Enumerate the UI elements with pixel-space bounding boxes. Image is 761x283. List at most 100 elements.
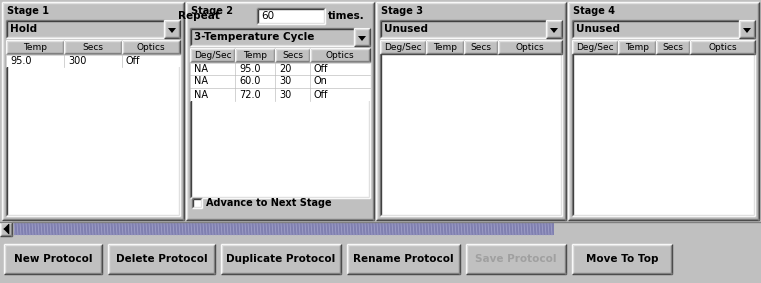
Bar <box>12 222 761 236</box>
Text: Unused: Unused <box>384 24 428 34</box>
Bar <box>6 40 180 216</box>
Bar <box>426 40 464 54</box>
Bar <box>190 88 370 101</box>
Bar <box>14 223 554 235</box>
Text: 95.0: 95.0 <box>10 55 31 65</box>
Text: times.: times. <box>328 11 365 21</box>
Bar <box>568 2 759 220</box>
Text: Unused: Unused <box>576 24 620 34</box>
Bar <box>380 20 562 38</box>
Text: Repeat: Repeat <box>178 11 220 21</box>
Bar <box>690 40 755 54</box>
Bar <box>498 40 562 54</box>
Text: Temp: Temp <box>625 42 649 52</box>
Text: Move To Top: Move To Top <box>586 254 658 264</box>
Text: Optics: Optics <box>326 50 355 59</box>
Polygon shape <box>743 28 751 33</box>
Text: Optics: Optics <box>516 42 544 52</box>
Bar <box>6 20 180 38</box>
Text: Temp: Temp <box>23 42 47 52</box>
Text: Advance to Next Stage: Advance to Next Stage <box>206 198 332 208</box>
Text: 30: 30 <box>279 89 291 100</box>
Bar <box>6 54 180 67</box>
Text: Save Protocol: Save Protocol <box>476 254 557 264</box>
Text: Off: Off <box>126 55 140 65</box>
Text: 30: 30 <box>279 76 291 87</box>
Bar <box>572 20 755 38</box>
Bar <box>656 40 690 54</box>
Bar <box>186 2 374 220</box>
Bar <box>164 20 180 38</box>
Text: On: On <box>314 76 328 87</box>
Bar <box>739 20 755 38</box>
Text: Delete Protocol: Delete Protocol <box>116 254 207 264</box>
Text: Secs: Secs <box>282 50 303 59</box>
Text: Duplicate Protocol: Duplicate Protocol <box>226 254 336 264</box>
Bar <box>380 40 426 54</box>
Bar <box>572 40 755 216</box>
Bar <box>190 62 370 75</box>
Text: Stage 4: Stage 4 <box>573 6 615 16</box>
Bar <box>221 244 341 274</box>
Polygon shape <box>550 28 558 33</box>
Text: 95.0: 95.0 <box>239 63 260 74</box>
Text: 72.0: 72.0 <box>239 89 260 100</box>
Text: New Protocol: New Protocol <box>14 254 92 264</box>
Text: 60.0: 60.0 <box>239 76 260 87</box>
Bar <box>310 48 370 62</box>
Text: Stage 3: Stage 3 <box>381 6 423 16</box>
Bar <box>6 40 64 54</box>
Text: Optics: Optics <box>708 42 737 52</box>
Text: 20: 20 <box>279 63 291 74</box>
Text: Rename Protocol: Rename Protocol <box>353 254 454 264</box>
Polygon shape <box>168 28 176 33</box>
Text: Secs: Secs <box>470 42 492 52</box>
Bar <box>108 244 215 274</box>
Bar <box>4 244 102 274</box>
Bar <box>354 28 370 46</box>
Bar <box>235 48 275 62</box>
Bar <box>347 244 460 274</box>
Text: NA: NA <box>194 63 208 74</box>
Text: Stage 1: Stage 1 <box>7 6 49 16</box>
Bar <box>190 28 370 46</box>
Text: Optics: Optics <box>137 42 165 52</box>
Bar <box>376 2 566 220</box>
Bar <box>546 20 562 38</box>
Bar <box>190 48 235 62</box>
Bar <box>0 222 761 236</box>
Text: Stage 2: Stage 2 <box>191 6 233 16</box>
Bar <box>257 8 325 24</box>
Text: 60: 60 <box>261 11 274 21</box>
Text: Temp: Temp <box>243 50 267 59</box>
Text: NA: NA <box>194 76 208 87</box>
Bar <box>190 48 370 198</box>
Bar <box>275 48 310 62</box>
Text: Secs: Secs <box>663 42 683 52</box>
Text: 3-Temperature Cycle: 3-Temperature Cycle <box>194 32 314 42</box>
Bar <box>466 244 566 274</box>
Polygon shape <box>4 224 9 234</box>
Polygon shape <box>358 36 366 41</box>
Text: Secs: Secs <box>82 42 103 52</box>
Text: Temp: Temp <box>433 42 457 52</box>
Text: Off: Off <box>314 63 329 74</box>
Bar <box>618 40 656 54</box>
Text: Hold: Hold <box>10 24 37 34</box>
Text: Deg/Sec: Deg/Sec <box>384 42 422 52</box>
Text: Deg/Sec: Deg/Sec <box>194 50 231 59</box>
Bar <box>0 240 761 278</box>
Text: 300: 300 <box>68 55 87 65</box>
Text: Off: Off <box>314 89 329 100</box>
Text: Deg/Sec: Deg/Sec <box>576 42 614 52</box>
Text: NA: NA <box>194 89 208 100</box>
Bar <box>0 222 12 236</box>
Bar <box>572 244 672 274</box>
Bar <box>380 40 562 216</box>
Bar <box>122 40 180 54</box>
Bar <box>192 198 202 208</box>
Bar <box>190 75 370 88</box>
Bar <box>64 40 122 54</box>
Bar <box>572 40 618 54</box>
Bar <box>464 40 498 54</box>
